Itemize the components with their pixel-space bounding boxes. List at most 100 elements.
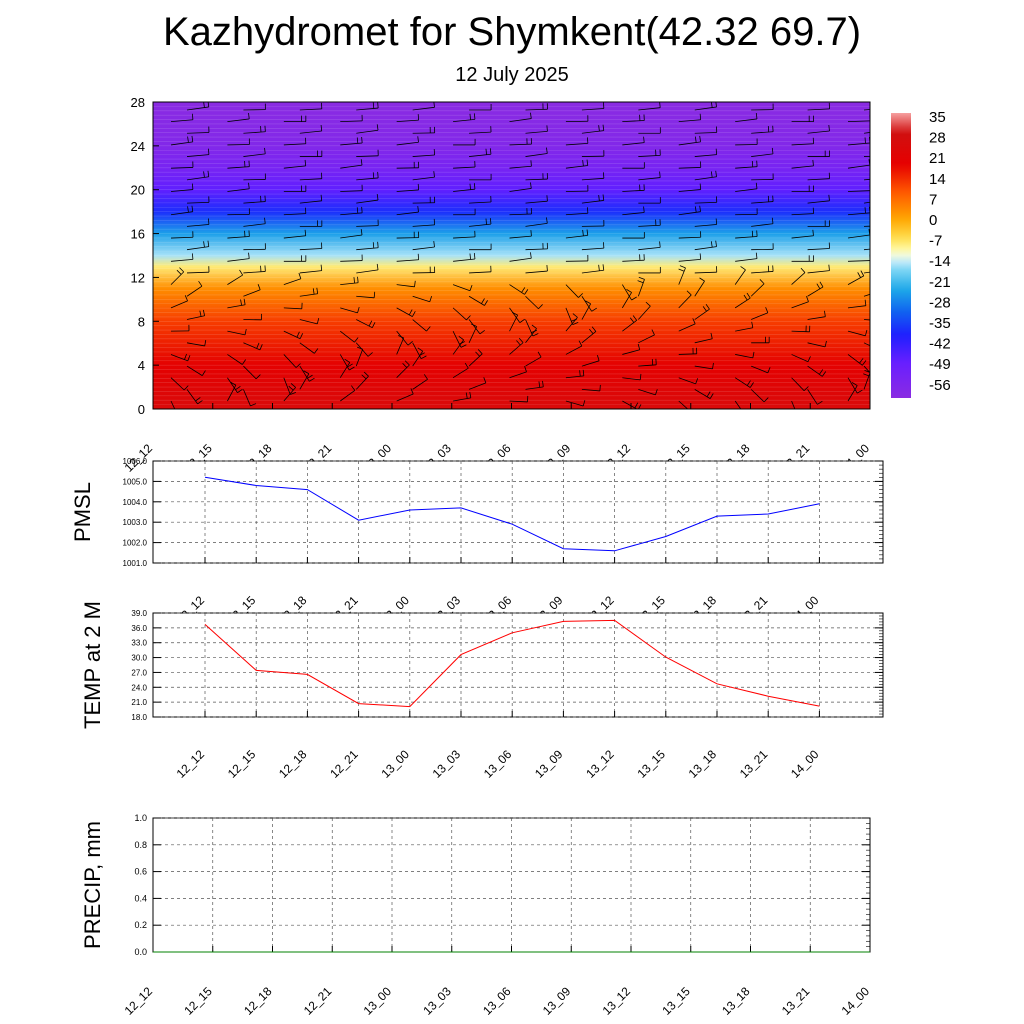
wind-barb bbox=[509, 366, 527, 379]
wind-barb-flag bbox=[459, 341, 465, 345]
wind-barb-shaft bbox=[847, 164, 870, 169]
wind-barb-shaft bbox=[227, 304, 246, 309]
wind-barb bbox=[186, 309, 205, 320]
wind-barb-shaft bbox=[791, 165, 814, 169]
wind-barb-flag bbox=[376, 124, 379, 131]
x-tick-label: 13_21 bbox=[779, 984, 813, 1018]
wind-barb-flag bbox=[204, 339, 207, 346]
wind-barb bbox=[299, 342, 319, 354]
wind-barb-flag bbox=[187, 355, 191, 362]
y-axis-label: PRECIP, mm bbox=[80, 821, 105, 949]
wind-barb-flag bbox=[824, 310, 826, 317]
wind-barb-flag bbox=[626, 289, 632, 293]
wind-barb-shaft bbox=[396, 284, 415, 288]
wind-barb-shaft bbox=[186, 365, 203, 376]
wind-barb-flag bbox=[746, 380, 751, 386]
wind-barb bbox=[469, 126, 492, 134]
wind-barb bbox=[243, 125, 266, 134]
wind-barb-shaft bbox=[283, 235, 306, 239]
wind-barb bbox=[807, 124, 830, 134]
wind-barb-flag bbox=[429, 295, 433, 302]
x-tick-label: 12_18 bbox=[276, 747, 310, 781]
y-tick-label: 20 bbox=[131, 183, 145, 198]
wind-barb-shaft bbox=[581, 269, 604, 274]
wind-barb bbox=[227, 182, 250, 192]
wind-barb-shaft bbox=[453, 188, 476, 192]
wind-barb-flag bbox=[859, 358, 864, 364]
wind-barb bbox=[791, 267, 806, 285]
wind-barb bbox=[581, 124, 605, 134]
wind-barb-shaft bbox=[509, 143, 532, 146]
wind-barb-shaft bbox=[525, 130, 548, 134]
wind-barb-shaft bbox=[469, 131, 492, 134]
wind-barb bbox=[396, 335, 405, 355]
x-tick-label: 14_00 bbox=[839, 984, 873, 1018]
wind-barb-flag bbox=[771, 217, 774, 224]
wind-barb bbox=[396, 206, 419, 216]
colorbar-label: 28 bbox=[929, 130, 946, 147]
wind-barb bbox=[339, 358, 351, 378]
wind-barb bbox=[170, 135, 194, 146]
wind-barb-shaft bbox=[340, 234, 363, 239]
wind-barb bbox=[751, 103, 774, 111]
wind-barb-shaft bbox=[638, 334, 655, 344]
wind-barb-shaft bbox=[170, 211, 193, 216]
wind-barb bbox=[734, 292, 751, 309]
wind-barb bbox=[412, 149, 436, 157]
wind-barb-shaft bbox=[468, 353, 483, 367]
wind-barb-flag bbox=[350, 385, 356, 391]
wind-barb bbox=[299, 150, 323, 157]
wind-barb-shaft bbox=[227, 166, 250, 169]
wind-barb-flag bbox=[819, 369, 824, 375]
wind-barb-flag bbox=[368, 320, 373, 327]
page-title: Kazhydromet for Shymkent(42.32 69.7) bbox=[162, 10, 862, 54]
wind-barb-shaft bbox=[863, 293, 870, 297]
wind-barb-flag bbox=[199, 310, 202, 317]
wind-barb-flag bbox=[235, 385, 241, 390]
wind-barb bbox=[581, 242, 605, 251]
wind-barb-shaft bbox=[734, 297, 751, 309]
page-subtitle: 12 July 2025 bbox=[455, 64, 569, 86]
wind-barb-flag bbox=[765, 307, 769, 313]
wind-barb bbox=[243, 284, 261, 297]
wind-barb bbox=[186, 102, 210, 111]
wind-barb-shaft bbox=[581, 360, 600, 367]
wind-barb-flag bbox=[699, 135, 701, 142]
wind-barb-flag bbox=[599, 384, 601, 391]
wind-barb-flag bbox=[755, 112, 758, 120]
wind-barb bbox=[509, 207, 532, 216]
wind-barb-shaft bbox=[863, 372, 870, 390]
wind-barb-flag bbox=[864, 207, 866, 214]
wind-barb-flag bbox=[464, 362, 469, 369]
wind-barb-flag bbox=[639, 373, 642, 380]
wind-barb-flag bbox=[433, 240, 435, 248]
wind-barb bbox=[299, 264, 323, 274]
wind-barb bbox=[791, 137, 814, 146]
wind-barb-shaft bbox=[863, 109, 870, 111]
wind-barb-shaft bbox=[581, 177, 604, 181]
wind-barb-flag bbox=[518, 337, 524, 343]
wind-barb bbox=[509, 252, 532, 262]
wind-barb-flag bbox=[243, 298, 246, 305]
wind-barb bbox=[452, 336, 464, 355]
wind-barb bbox=[340, 276, 359, 285]
wind-barb bbox=[453, 138, 476, 146]
wind-barb bbox=[622, 206, 645, 216]
wind-barb-shaft bbox=[452, 330, 462, 348]
wind-barb bbox=[791, 115, 814, 123]
wind-barb-shaft bbox=[283, 387, 296, 402]
wind-barb-shaft bbox=[243, 365, 257, 380]
wind-barb-shaft bbox=[525, 178, 548, 181]
wind-barb bbox=[565, 207, 589, 216]
wind-barb-shaft bbox=[751, 153, 774, 157]
wind-barb-flag bbox=[591, 326, 597, 332]
wind-barb-flag bbox=[598, 194, 600, 202]
wind-barb bbox=[227, 252, 250, 262]
wind-barb-flag bbox=[255, 374, 261, 380]
wind-barb bbox=[452, 362, 469, 379]
wind-barb-flag bbox=[864, 370, 870, 373]
y-tick-label: 0.6 bbox=[134, 867, 147, 877]
wind-barb bbox=[565, 400, 586, 407]
wind-barb-flag bbox=[885, 102, 886, 108]
wind-barb-shaft bbox=[565, 212, 588, 216]
